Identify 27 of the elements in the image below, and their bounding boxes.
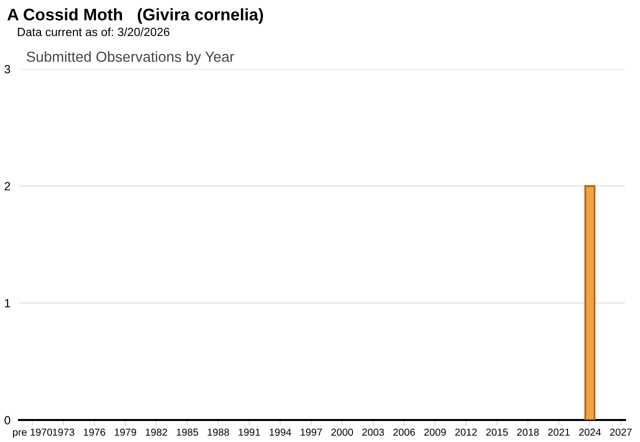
x-tick-label: 2018 (517, 428, 539, 436)
y-tick-label: 3 (4, 65, 10, 74)
y-tick-label: 1 (5, 299, 10, 308)
x-tick-label: 1994 (270, 428, 292, 436)
x-tick-label: 1988 (208, 428, 230, 436)
x-tick-label: 1982 (146, 428, 168, 436)
chart-title: A Cossid Moth (Givira cornelia) (7, 8, 263, 24)
x-tick-label: 2012 (455, 428, 477, 436)
y-tick-label: 2 (4, 182, 10, 190)
text: Submitted Observations by Year (26, 51, 234, 65)
x-tick-label: 2024 (579, 428, 601, 436)
x-tick-label: 1979 (114, 428, 136, 436)
x-tick-label: 2027 (610, 428, 632, 436)
x-tick-label: 2021 (548, 428, 570, 436)
x-tick-label: 1985 (176, 428, 198, 436)
chart-subtitle: Data current as of: 3/20/2026 (18, 28, 170, 36)
x-tick-label: 1976 (84, 428, 106, 436)
x-tick-label: 1997 (300, 428, 322, 436)
x-tick-label: 2006 (393, 428, 415, 436)
x-tick-label: 2003 (362, 428, 384, 436)
x-tick-label: pre 1970 (13, 428, 52, 438)
y-tick-label: 0 (4, 416, 10, 424)
x-tick-label: 1973 (52, 428, 74, 436)
x-tick-label: 2009 (424, 428, 446, 436)
x-tick-label: 2015 (486, 428, 508, 436)
x-tick-label: 2000 (331, 428, 354, 436)
x-tick-label: 1991 (238, 428, 260, 436)
